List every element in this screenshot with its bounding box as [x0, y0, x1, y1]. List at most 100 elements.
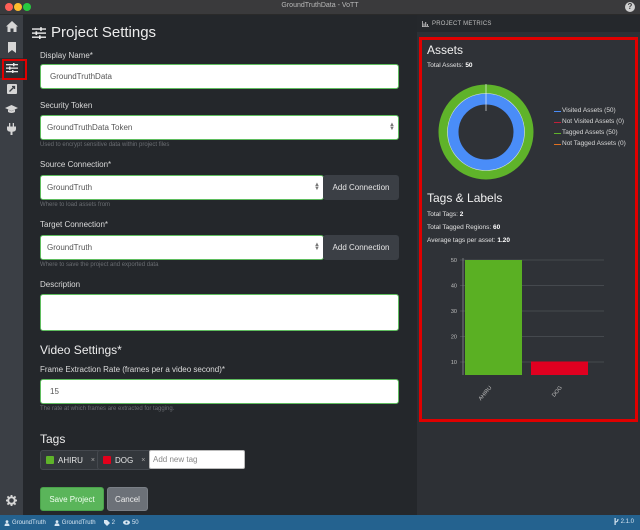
project-settings-panel: Project Settings Display Name* GroundTru… — [23, 15, 417, 515]
security-token-label: Security Token — [40, 101, 93, 110]
target-connection-hint: Where to save the project and exported d… — [40, 262, 159, 268]
close-window-button[interactable] — [5, 3, 13, 11]
window-titlebar: GroundTruthData - VoTT ? — [0, 0, 640, 15]
select-arrows-icon: ▲ ▼ — [389, 122, 395, 132]
maximize-window-button[interactable] — [23, 3, 31, 11]
remove-tag-icon[interactable]: × — [90, 456, 95, 464]
target-connection-label: Target Connection* — [40, 220, 109, 229]
sidebar-item-connections[interactable] — [0, 119, 23, 139]
video-settings-title: Video Settings* — [40, 343, 122, 357]
status-tag-count: 2 — [103, 519, 115, 526]
app-version: 2.1.0 — [614, 518, 634, 525]
select-arrows-icon: ▲ ▼ — [314, 182, 320, 192]
graduation-cap-icon — [5, 104, 18, 113]
sidebar-item-bookmark[interactable] — [0, 37, 23, 57]
export-icon — [6, 84, 17, 94]
add-source-connection-button[interactable]: Add Connection — [323, 175, 399, 200]
download-icon — [54, 519, 60, 526]
tag-color-swatch[interactable] — [46, 456, 54, 464]
assets-legend: Visited Assets (50) Not Visited Assets (… — [554, 103, 626, 147]
tag-color-swatch[interactable] — [103, 456, 111, 464]
sidebar-item-app-settings[interactable] — [0, 491, 23, 509]
sliders-icon — [32, 26, 46, 39]
project-metrics-panel: PROJECT METRICS Assets Total Assets: 50 … — [417, 15, 640, 515]
svg-text:30: 30 — [451, 309, 457, 315]
description-label: Description — [40, 280, 81, 289]
status-target-connection: GroundTruth — [54, 520, 96, 526]
display-name-label: Display Name* — [40, 51, 93, 60]
x-tick-dog: DOG — [551, 385, 564, 399]
branch-icon — [614, 518, 619, 525]
remove-tag-icon[interactable]: × — [141, 456, 146, 464]
page-title-text: Project Settings — [51, 24, 157, 41]
metrics-header: PROJECT METRICS — [417, 15, 640, 32]
sidebar-item-export[interactable] — [0, 79, 23, 99]
target-connection-select[interactable]: GroundTruth ▲ ▼ — [40, 235, 324, 260]
tag-chip-ahiru[interactable]: AHIRU × — [40, 450, 101, 470]
total-tags-stat: Total Tags: 2 — [427, 211, 464, 218]
save-project-button[interactable]: Save Project — [40, 487, 104, 511]
frame-rate-label: Frame Extraction Rate (frames per a vide… — [40, 365, 225, 374]
source-connection-label: Source Connection* — [40, 160, 112, 169]
minimize-window-button[interactable] — [14, 3, 22, 11]
svg-text:40: 40 — [451, 284, 457, 290]
assets-title: Assets — [427, 43, 464, 57]
target-connection-value: GroundTruth — [47, 243, 93, 252]
status-bar: GroundTruth GroundTruth 2 50 2.1.0 — [0, 515, 640, 530]
legend-item: Not Tagged Assets (0) — [554, 136, 626, 147]
eye-icon — [122, 520, 130, 525]
x-tick-ahiru: AHIRU — [477, 385, 494, 403]
source-connection-select[interactable]: GroundTruth ▲ ▼ — [40, 175, 324, 200]
legend-item: Tagged Assets (50) — [554, 125, 626, 136]
sidebar-item-active-learning[interactable] — [0, 99, 23, 119]
display-name-input[interactable]: GroundTruthData — [40, 64, 399, 89]
cancel-button[interactable]: Cancel — [107, 487, 148, 511]
page-title: Project Settings — [32, 24, 156, 41]
tags-bar-chart: 50 40 30 20 10 0 — [451, 258, 604, 375]
avg-tags-stat: Average tags per asset: 1.20 — [427, 237, 511, 244]
add-tag-placeholder: Add new tag — [153, 455, 198, 464]
bookmark-icon — [7, 41, 16, 53]
legend-item: Visited Assets (50) — [554, 103, 626, 114]
tag-name: DOG — [115, 455, 134, 465]
security-token-select[interactable]: GroundTruthData Token ▲ ▼ — [40, 115, 399, 140]
tag-icon — [103, 519, 110, 526]
security-token-value: GroundTruthData Token — [47, 123, 133, 132]
upload-icon — [4, 519, 10, 526]
total-regions-stat: Total Tagged Regions: 60 — [427, 224, 501, 231]
add-target-connection-button[interactable]: Add Connection — [323, 235, 399, 260]
sliders-icon — [5, 63, 18, 73]
chart-icon — [422, 20, 429, 27]
description-textarea[interactable] — [40, 294, 399, 331]
sidebar-item-home[interactable] — [0, 16, 23, 36]
bar-chart-x-axis: AHIRU DOG — [422, 380, 632, 410]
window-title: GroundTruthData - VoTT — [281, 2, 359, 9]
frame-rate-hint: The rate at which frames are extracted f… — [40, 406, 175, 412]
active-highlight-box — [2, 59, 27, 80]
svg-text:20: 20 — [451, 335, 457, 341]
status-visited-count: 50 — [122, 520, 139, 526]
assets-donut-chart — [438, 84, 534, 180]
legend-item: Not Visited Assets (0) — [554, 114, 626, 125]
add-tag-input[interactable]: Add new tag — [149, 450, 245, 469]
sidebar-item-project-settings[interactable] — [0, 58, 23, 78]
frame-rate-value: 15 — [50, 387, 59, 396]
home-icon — [5, 20, 18, 32]
total-assets-stat: Total Assets: 50 — [427, 62, 473, 69]
frame-rate-input[interactable]: 15 — [40, 379, 399, 404]
source-connection-hint: Where to load assets from — [40, 202, 111, 208]
tag-chip-dog[interactable]: DOG × — [97, 450, 152, 470]
tag-name: AHIRU — [58, 455, 83, 465]
svg-text:50: 50 — [451, 258, 457, 264]
status-source-connection: GroundTruth — [4, 520, 46, 526]
security-token-hint: Used to encrypt sensitive data within pr… — [40, 142, 170, 148]
source-connection-value: GroundTruth — [47, 183, 93, 192]
tags-labels-title: Tags & Labels — [427, 191, 503, 205]
svg-text:10: 10 — [451, 360, 457, 366]
plug-icon — [7, 123, 16, 135]
help-icon[interactable]: ? — [625, 2, 635, 12]
gear-icon — [6, 494, 17, 506]
metrics-highlight-box: Assets Total Assets: 50 Visited Assets (… — [419, 37, 638, 422]
select-arrows-icon: ▲ ▼ — [314, 242, 320, 252]
sidebar — [0, 15, 23, 515]
